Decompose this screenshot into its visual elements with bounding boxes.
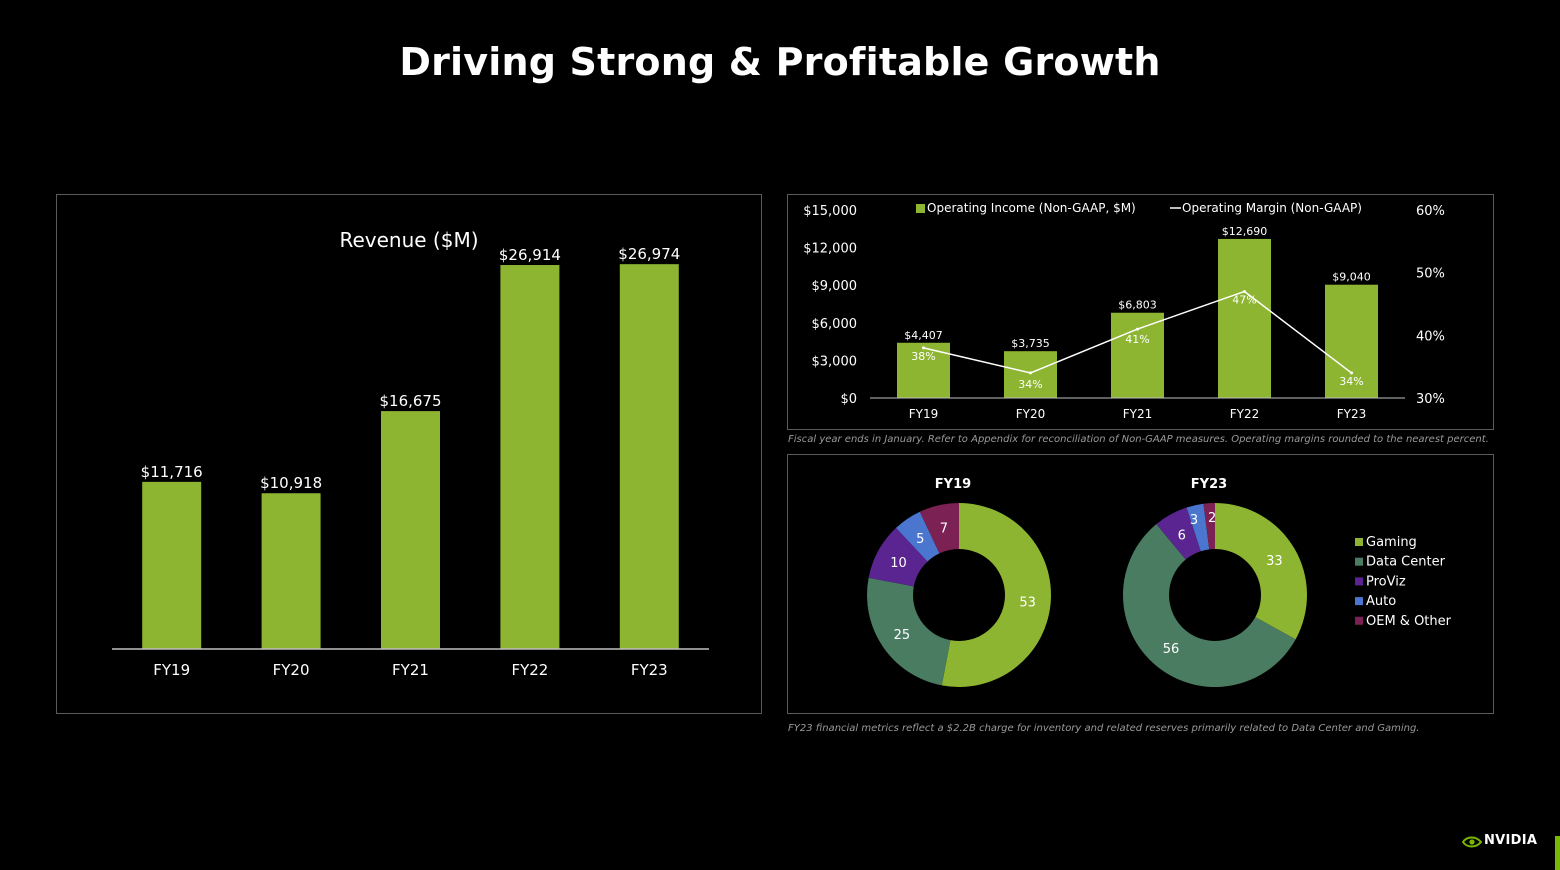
segment-legend-swatch bbox=[1355, 597, 1363, 606]
segment-mix-chart: FY19 53 25 10 5 7 FY23 33 56 63 2 Gaming Data Center… bbox=[867, 477, 1452, 687]
revenue-bar bbox=[261, 493, 321, 649]
op-y-left-tick: $0 bbox=[840, 392, 857, 407]
op-y-right-tick: 60% bbox=[1416, 204, 1445, 219]
revenue-value-label: $26,974 bbox=[618, 245, 680, 263]
revenue-x-tick: FY23 bbox=[631, 661, 668, 679]
revenue-bar bbox=[619, 264, 679, 649]
nvidia-logo: NVIDIA bbox=[1462, 832, 1542, 852]
operating-margin-point bbox=[922, 346, 925, 350]
donut-value-label: 2 bbox=[1208, 511, 1216, 526]
donut-value-label: 10 bbox=[890, 556, 907, 571]
segment-legend-label: Auto bbox=[1366, 594, 1396, 609]
footnote-top: Fiscal year ends in January. Refer to Ap… bbox=[788, 434, 1489, 445]
donut-value-label: 33 bbox=[1266, 554, 1283, 569]
operating-income-bar bbox=[1325, 284, 1378, 398]
legend-operating-margin: Operating Margin (Non-GAAP) bbox=[1182, 201, 1362, 215]
segment-mix-panel: FY19 53 25 10 5 7 FY23 33 56 6 3 2 Gaming Data Center… bbox=[787, 454, 1494, 714]
operating-income-bar bbox=[1004, 351, 1057, 398]
op-x-tick: FY20 bbox=[1016, 407, 1046, 421]
donut-slice bbox=[896, 511, 940, 562]
revenue-chart-title: Revenue ($M) bbox=[339, 228, 478, 252]
revenue-value-label: $26,914 bbox=[499, 246, 561, 264]
legend-bar-swatch bbox=[916, 204, 925, 213]
donut-value-label: 53 bbox=[1019, 595, 1036, 610]
op-x-tick: FY23 bbox=[1337, 407, 1367, 421]
segment-legend-label: ProViz bbox=[1366, 574, 1406, 589]
legend-operating-income: Operating Income (Non-GAAP, $M) bbox=[927, 201, 1136, 215]
revenue-value-label: $10,918 bbox=[260, 474, 322, 492]
segment-legend-label: OEM & Other bbox=[1366, 614, 1452, 629]
donut-value-label: 56 bbox=[1163, 642, 1180, 657]
donut-slice bbox=[1156, 507, 1201, 560]
operating-income-bar bbox=[1111, 312, 1164, 398]
op-x-tick: FY19 bbox=[909, 407, 939, 421]
operating-margin-label: 34% bbox=[1339, 375, 1363, 388]
donut-slice bbox=[919, 503, 959, 554]
donut-title: FY23 bbox=[1191, 477, 1227, 492]
operating-income-chart: $0 $3,000 $6,000 $9,000 $12,000 $15,000 30% 40%… bbox=[803, 201, 1445, 421]
donut-value-label: 7 bbox=[940, 522, 948, 537]
op-x-tick: FY21 bbox=[1123, 407, 1153, 421]
op-y-right-tick: 40% bbox=[1416, 329, 1445, 344]
operating-margin-point bbox=[1136, 327, 1139, 331]
logo-text: NVIDIA bbox=[1484, 833, 1538, 848]
operating-margin-label: 47% bbox=[1232, 293, 1256, 306]
op-y-left-tick: $6,000 bbox=[812, 317, 858, 332]
op-y-left-tick: $9,000 bbox=[812, 279, 858, 294]
donut-value-label: 3 bbox=[1190, 513, 1198, 528]
segment-legend-label: Data Center bbox=[1366, 555, 1446, 570]
segment-legend-swatch bbox=[1355, 577, 1363, 586]
donut-value-label: 6 bbox=[1178, 529, 1186, 544]
donut-value-label: 25 bbox=[894, 628, 911, 643]
operating-income-value-label: $9,040 bbox=[1332, 271, 1371, 284]
donut-title: FY19 bbox=[935, 477, 971, 492]
operating-margin-label: 41% bbox=[1125, 333, 1149, 346]
operating-income-bar bbox=[1218, 238, 1271, 398]
operating-income-value-label: $4,407 bbox=[904, 329, 943, 342]
operating-margin-point bbox=[1243, 289, 1246, 293]
accent-bar bbox=[1555, 836, 1560, 870]
nvidia-eye-icon bbox=[1462, 836, 1482, 848]
op-y-left-tick: $15,000 bbox=[803, 204, 857, 219]
revenue-x-tick: FY21 bbox=[392, 661, 429, 679]
slide-title: Driving Strong & Profitable Growth bbox=[399, 40, 1161, 84]
op-x-tick: FY22 bbox=[1230, 407, 1260, 421]
op-y-right-tick: 30% bbox=[1416, 392, 1445, 407]
operating-margin-point bbox=[1350, 371, 1353, 375]
revenue-bar bbox=[142, 481, 202, 649]
revenue-x-tick: FY19 bbox=[153, 661, 190, 679]
op-y-left-tick: $3,000 bbox=[812, 354, 858, 369]
donut-slice bbox=[1186, 503, 1210, 552]
op-y-right-tick: 50% bbox=[1416, 267, 1445, 282]
operating-margin-point bbox=[1029, 371, 1032, 375]
operating-income-value-label: $6,803 bbox=[1118, 299, 1157, 312]
donut-slice bbox=[941, 503, 1051, 687]
donut-slice bbox=[867, 577, 951, 686]
operating-income-value-label: $3,735 bbox=[1011, 337, 1050, 350]
revenue-x-tick: FY22 bbox=[511, 661, 548, 679]
revenue-chart: Revenue ($M) $11,716 FY19 $10,918 FY20 $16,67… bbox=[112, 228, 709, 679]
op-y-left-tick: $12,000 bbox=[803, 242, 857, 257]
donut-slice bbox=[868, 527, 928, 587]
operating-income-panel: $0 $3,000 $6,000 $9,000 $12,000 $15,000 30% 40%… bbox=[787, 194, 1494, 430]
donut-slice bbox=[1123, 524, 1296, 687]
revenue-value-label: $16,675 bbox=[379, 392, 441, 410]
segment-legend-swatch bbox=[1355, 538, 1363, 546]
revenue-panel: Revenue ($M) $11,716 FY19 $10,918 FY20 $16,67… bbox=[56, 194, 762, 714]
revenue-bar bbox=[381, 411, 440, 649]
donut-value-label: 5 bbox=[916, 532, 924, 547]
footnote-bottom: FY23 financial metrics reflect a $2.2B c… bbox=[788, 723, 1420, 734]
revenue-bar bbox=[500, 265, 560, 649]
operating-margin-label: 34% bbox=[1018, 378, 1042, 391]
donut-slice bbox=[1215, 503, 1307, 640]
operating-income-value-label: $12,690 bbox=[1222, 225, 1268, 238]
donut-slice bbox=[1203, 503, 1215, 550]
segment-legend-swatch bbox=[1355, 557, 1363, 566]
segment-legend-label: Gaming bbox=[1366, 535, 1417, 550]
revenue-value-label: $11,716 bbox=[141, 463, 203, 481]
operating-margin-label: 38% bbox=[911, 350, 935, 363]
revenue-x-tick: FY20 bbox=[273, 661, 310, 679]
segment-legend-swatch bbox=[1355, 616, 1363, 625]
